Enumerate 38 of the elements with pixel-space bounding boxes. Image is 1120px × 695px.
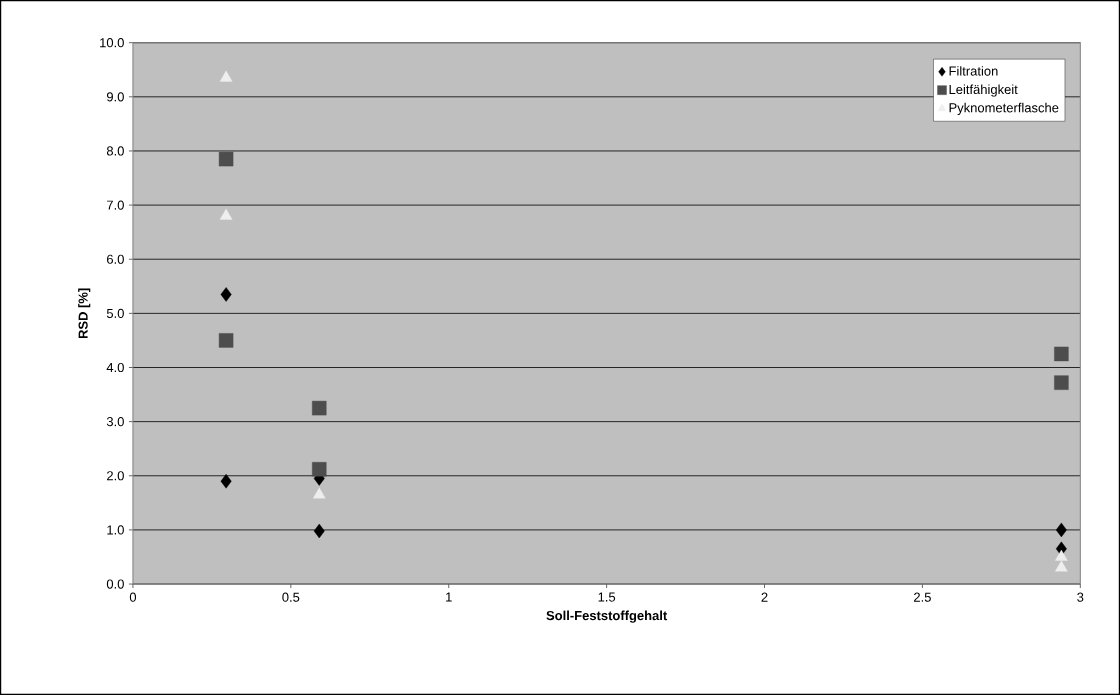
x-tick-label: 2.5 bbox=[914, 592, 931, 602]
point bbox=[219, 208, 233, 220]
point bbox=[218, 151, 234, 167]
x-tick-label: 3 bbox=[1077, 592, 1084, 602]
y-tick-label: 2.0 bbox=[107, 471, 124, 481]
x-tick-label: 1 bbox=[446, 592, 452, 602]
legend-label: Pyknometerflasche bbox=[949, 102, 1059, 115]
point bbox=[1054, 375, 1069, 390]
point bbox=[1054, 346, 1069, 362]
y-axis-title: RSD [%] bbox=[78, 288, 91, 339]
point bbox=[1055, 549, 1068, 561]
x-tick-label: 0.5 bbox=[282, 592, 300, 602]
y-tick-label: 5.0 bbox=[106, 308, 124, 318]
legend-label: Filtration bbox=[949, 66, 998, 76]
point bbox=[1055, 522, 1067, 538]
point bbox=[218, 333, 234, 348]
x-tick-label: 1.5 bbox=[598, 592, 616, 602]
y-tick-label: 7.0 bbox=[107, 200, 124, 210]
y-tick-label: 1.0 bbox=[107, 525, 124, 535]
y-tick-label: 0.0 bbox=[106, 579, 124, 589]
point bbox=[312, 462, 327, 477]
point bbox=[312, 487, 326, 499]
point bbox=[220, 474, 232, 489]
point bbox=[313, 523, 325, 539]
y-tick-label: 8.0 bbox=[106, 146, 124, 156]
legend-label: Leitfähigkeit bbox=[949, 84, 1018, 97]
x-tick-label: 2 bbox=[761, 592, 768, 602]
point bbox=[220, 287, 232, 302]
y-tick-label: 9.0 bbox=[106, 92, 124, 102]
y-tick-label: 10.0 bbox=[100, 38, 124, 48]
point bbox=[1055, 560, 1068, 572]
y-tick-label: 3.0 bbox=[106, 417, 124, 427]
point bbox=[219, 70, 233, 82]
x-axis-title: Soll-Feststoffgehalt bbox=[546, 610, 668, 623]
y-tick-label: 6.0 bbox=[107, 254, 124, 264]
point bbox=[312, 400, 327, 416]
y-tick-label: 4.0 bbox=[106, 362, 124, 373]
x-tick-label: 0 bbox=[129, 592, 137, 602]
